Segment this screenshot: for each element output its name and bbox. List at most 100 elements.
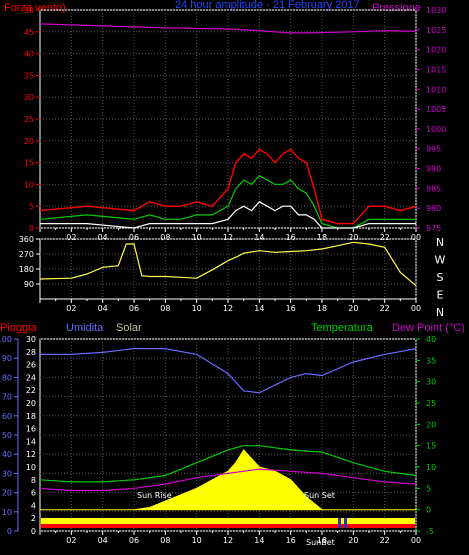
wind-min-line: [40, 201, 416, 229]
time-tick-label: 00: [411, 233, 421, 242]
time-tick-label: 22: [380, 233, 390, 242]
legend-pioggia: Pioggia: [0, 322, 38, 334]
inner-tick-label: 6: [31, 489, 36, 498]
humidity-tick-label: 90: [2, 354, 12, 363]
rain-mark: [338, 518, 341, 528]
time-tick-label: 02: [66, 304, 76, 313]
sunset-label: Sun Set: [304, 491, 335, 500]
temperature-tick-label: 25: [426, 399, 436, 408]
sunrise-label: Sun Rise: [137, 491, 172, 500]
legend-solar: Solar: [116, 322, 142, 334]
humidity-tick-label: 70: [2, 393, 12, 402]
temperature-tick-label: 40: [426, 335, 436, 344]
time-tick-label: 16: [286, 304, 296, 313]
pressure-tick-label: 1015: [426, 65, 446, 74]
wind-tick-label: 45: [24, 28, 34, 37]
pressure-tick-label: 1005: [426, 105, 446, 114]
pressure-tick-label: 980: [426, 204, 441, 213]
legend-dewpoint: Dew Point (°C): [392, 322, 465, 334]
wind-series: [39, 23, 417, 229]
inner-tick-label: 16: [26, 425, 36, 434]
time-tick-label: 10: [192, 304, 202, 313]
wind-tick-label: 25: [24, 115, 34, 124]
wind-tick-label: 40: [24, 50, 34, 59]
inner-tick-label: 8: [31, 476, 36, 485]
pressure-tick-label: 1020: [426, 46, 446, 55]
direction-letter: S: [437, 271, 444, 284]
pressure-tick-label: 985: [426, 184, 441, 193]
time-tick-label: 10: [192, 536, 202, 545]
time-tick-label: 08: [160, 304, 170, 313]
panel-wind-frame: [39, 9, 417, 229]
dewpoint-line: [39, 468, 417, 492]
time-tick-label: 18: [317, 304, 327, 313]
temperature-tick-label: -5: [426, 527, 434, 536]
inner-tick-label: 26: [26, 361, 36, 370]
time-tick-label: 06: [129, 233, 139, 242]
inner-tick-label: 10: [26, 463, 36, 472]
time-tick-label: 12: [223, 536, 233, 545]
time-tick-label: 16: [286, 233, 296, 242]
header-wind-label: Forza vento): [4, 2, 66, 14]
humidity-line: [40, 348, 417, 394]
time-tick-label: 12: [223, 304, 233, 313]
time-tick-label: 08: [160, 536, 170, 545]
wind-tick-label: 5: [29, 202, 34, 211]
time-tick-label: 04: [98, 536, 108, 545]
wind-tick-label: 35: [24, 71, 34, 80]
direction-axis: 90 180 270 360: [19, 235, 40, 289]
inner-tick-label: 28: [26, 348, 36, 357]
rain-mark: [344, 518, 347, 528]
inner-tick-label: 12: [26, 450, 36, 459]
pressure-axis: 975 980 985 990 995 1000 1005 1010 1015 1020 1025 1…: [416, 6, 446, 233]
wind-tick-label: 15: [24, 159, 34, 168]
inner-tick-label: 0: [31, 527, 36, 536]
time-tick-label: 22: [380, 536, 390, 545]
pressure-tick-label: 1030: [426, 6, 446, 15]
inner-tick-label: 18: [26, 412, 36, 421]
direction-letter: W: [435, 254, 446, 267]
bottom-time-axis: 02 04 06 08 10 12 14 16 18 20 22 00: [39, 531, 421, 545]
direction-tick-label: 90: [24, 280, 34, 289]
time-tick-label: 02: [66, 536, 76, 545]
inner-tick-label: 22: [26, 386, 36, 395]
temperature-tick-label: 0: [426, 506, 431, 515]
wind-tick-label: 50: [24, 6, 34, 15]
humidity-tick-label: 0: [7, 527, 12, 536]
time-tick-label: 16: [286, 536, 296, 545]
temperature-tick-label: 20: [426, 420, 436, 429]
header-title: 24 hour amplitude · 21 February 2017: [175, 0, 360, 11]
direction-letter: N: [436, 236, 444, 249]
wind-direction-line: [39, 241, 417, 287]
time-tick-label: 04: [98, 233, 108, 242]
time-tick-label: 18: [317, 536, 327, 545]
direction-letter: N: [436, 306, 444, 319]
middle-time-axis: 02 04 06 08 10 12 14 16 18 20 22 00: [39, 299, 421, 313]
humidity-tick-label: 10: [2, 508, 12, 517]
solar-area: [40, 449, 416, 511]
panel-humidity-grid: [40, 338, 417, 532]
temperature-line: [39, 445, 417, 483]
humidity-tick-label: 80: [2, 373, 12, 382]
direction-tick-label: 180: [19, 265, 34, 274]
pressure-tick-label: 1025: [426, 26, 446, 35]
legend-umidita: Umidita: [66, 322, 104, 334]
time-tick-label: 06: [129, 304, 139, 313]
time-tick-label: 22: [380, 304, 390, 313]
pressure-line: [39, 23, 417, 34]
solar-series: [40, 449, 416, 511]
time-tick-label: 04: [98, 304, 108, 313]
humidity-temp-series: [39, 348, 417, 492]
wind-tick-label: 10: [24, 180, 34, 189]
time-tick-label: 20: [348, 304, 358, 313]
time-tick-label: 06: [129, 536, 139, 545]
time-tick-label: 12: [223, 233, 233, 242]
humidity-tick-label: 60: [2, 412, 12, 421]
time-tick-label: 20: [348, 536, 358, 545]
direction-tick-label: 270: [19, 250, 34, 259]
time-tick-label: 08: [160, 233, 170, 242]
pressure-tick-label: 1010: [426, 85, 446, 94]
